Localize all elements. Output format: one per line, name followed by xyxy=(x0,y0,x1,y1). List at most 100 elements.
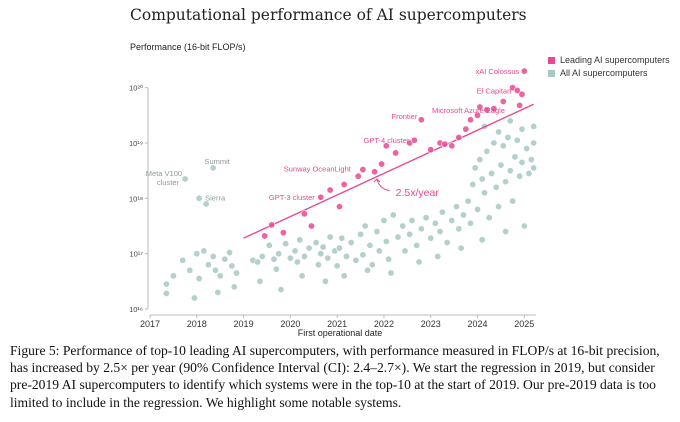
all-supercomputer-point xyxy=(448,216,456,224)
all-supercomputer-point xyxy=(530,164,538,172)
all-supercomputer-point xyxy=(319,243,327,251)
pre2019-point xyxy=(195,194,203,202)
x-tick-label: 2023 xyxy=(421,319,441,329)
leading-supercomputer-point xyxy=(499,98,507,106)
y-axis-label: Performance (16-bit FLOP/s) xyxy=(130,42,246,52)
leading-supercomputer-point xyxy=(427,146,435,154)
all-supercomputer-point xyxy=(373,228,381,236)
all-supercomputer-point xyxy=(347,239,355,247)
all-supercomputer-point xyxy=(464,197,472,205)
x-tick-label: 2022 xyxy=(374,319,394,329)
all-supercomputer-point xyxy=(506,117,514,125)
annotation-label: Sierra xyxy=(205,193,226,202)
x-axis-label: First operational date xyxy=(298,328,383,338)
legend-all-label: All AI supercomputers xyxy=(560,68,648,78)
all-supercomputer-point xyxy=(364,266,372,274)
leading-supercomputer-point xyxy=(474,111,482,119)
all-supercomputer-point xyxy=(408,216,416,224)
all-supercomputer-point xyxy=(499,142,507,150)
all-supercomputer-point xyxy=(495,203,503,211)
all-supercomputer-point xyxy=(530,122,538,130)
leading-supercomputer-point xyxy=(476,103,484,111)
all-supercomputer-point xyxy=(286,254,294,262)
all-supercomputer-point xyxy=(314,261,322,269)
leading-supercomputer-point xyxy=(359,166,367,174)
all-supercomputer-point xyxy=(474,205,482,213)
all-supercomputer-point xyxy=(352,256,360,264)
all-supercomputer-point xyxy=(190,294,198,302)
all-supercomputer-point xyxy=(186,266,194,274)
all-supercomputer-point xyxy=(277,286,285,294)
y-tick-label: 10¹⁹ xyxy=(129,139,143,148)
pre2019-point xyxy=(181,175,189,183)
x-tick-label: 2025 xyxy=(514,319,534,329)
leading-supercomputer-point xyxy=(268,221,276,229)
all-supercomputer-point xyxy=(230,283,238,291)
all-supercomputer-point xyxy=(394,233,402,241)
scatter-plot: 10¹⁶ 10¹⁷ 10¹⁸ 10¹⁹ 10²⁰ 2017 2018 2019 2020 2021… xyxy=(129,67,538,338)
all-supercomputer-point xyxy=(492,183,500,191)
all-supercomputer-point xyxy=(483,147,491,155)
all-supercomputer-point xyxy=(417,225,425,233)
legend-leading-label: Leading AI supercomputers xyxy=(560,55,670,65)
all-supercomputer-point xyxy=(434,252,442,260)
annotation-label: Meta V100 xyxy=(146,169,182,178)
all-supercomputer-point xyxy=(490,139,498,147)
leading-supercomputer-point xyxy=(448,142,456,150)
leading-supercomputer-point xyxy=(279,229,287,237)
all-supercomputer-point xyxy=(270,255,278,263)
regression-line xyxy=(243,103,534,239)
all-supercomputer-point xyxy=(422,214,430,222)
x-tick-label: 2021 xyxy=(327,319,347,329)
all-supercomputer-point xyxy=(282,240,290,248)
all-supercomputer-point xyxy=(179,256,187,264)
all-supercomputer-point xyxy=(476,156,484,164)
annotation-label: Summit xyxy=(204,157,230,166)
leading-supercomputer-point xyxy=(462,125,470,133)
all-supercomputer-point xyxy=(162,280,170,288)
all-supercomputer-point xyxy=(485,214,493,222)
all-supercomputer-point xyxy=(452,203,460,211)
all-supercomputer-point xyxy=(469,181,477,189)
legend-leading-swatch xyxy=(548,57,555,64)
all-supercomputer-point xyxy=(300,252,308,260)
x-tick-label: 2024 xyxy=(467,319,487,329)
all-supercomputer-point xyxy=(401,247,409,255)
leading-supercomputer-point xyxy=(307,222,315,230)
leading-supercomputer-point xyxy=(455,133,463,141)
all-supercomputer-point xyxy=(305,244,313,252)
regression-arrowhead xyxy=(373,178,381,183)
leading-supercomputer-point xyxy=(340,181,348,189)
all-supercomputer-point xyxy=(530,139,538,147)
x-tick-label: 2019 xyxy=(234,319,254,329)
all-supercomputer-point xyxy=(516,172,524,180)
x-tick-label: 2017 xyxy=(140,319,160,329)
all-supercomputer-point xyxy=(265,241,273,249)
leading-supercomputer-point xyxy=(466,116,474,124)
all-supercomputer-point xyxy=(195,275,203,283)
leading-supercomputer-point xyxy=(518,90,526,98)
leading-supercomputer-point xyxy=(410,136,418,144)
leading-supercomputer-point xyxy=(441,140,449,148)
all-supercomputer-point xyxy=(466,219,474,227)
regression-label: 2.5x/year xyxy=(396,187,440,199)
pre2019-point xyxy=(202,200,210,208)
all-supercomputer-point xyxy=(436,228,444,236)
all-supercomputer-point xyxy=(518,158,526,166)
all-supercomputer-point xyxy=(443,239,451,247)
all-supercomputer-point xyxy=(497,161,505,169)
all-supercomputer-point xyxy=(366,241,374,249)
all-supercomputer-point xyxy=(326,233,334,241)
leading-supercomputer-point xyxy=(516,101,524,109)
all-supercomputer-point xyxy=(399,222,407,230)
all-supercomputer-point xyxy=(511,153,519,161)
leading-supercomputer-point xyxy=(317,193,325,201)
all-supercomputer-point xyxy=(504,133,512,141)
all-supercomputer-point xyxy=(380,216,388,224)
y-tick-label: 10¹⁶ xyxy=(129,305,143,314)
leading-supercomputer-point xyxy=(382,142,390,150)
annotation-label: xAI Colossus xyxy=(476,67,520,76)
all-supercomputer-point xyxy=(291,247,299,255)
all-supercomputer-point xyxy=(506,167,514,175)
annotation-label: GPT-3 cluster xyxy=(269,193,315,202)
